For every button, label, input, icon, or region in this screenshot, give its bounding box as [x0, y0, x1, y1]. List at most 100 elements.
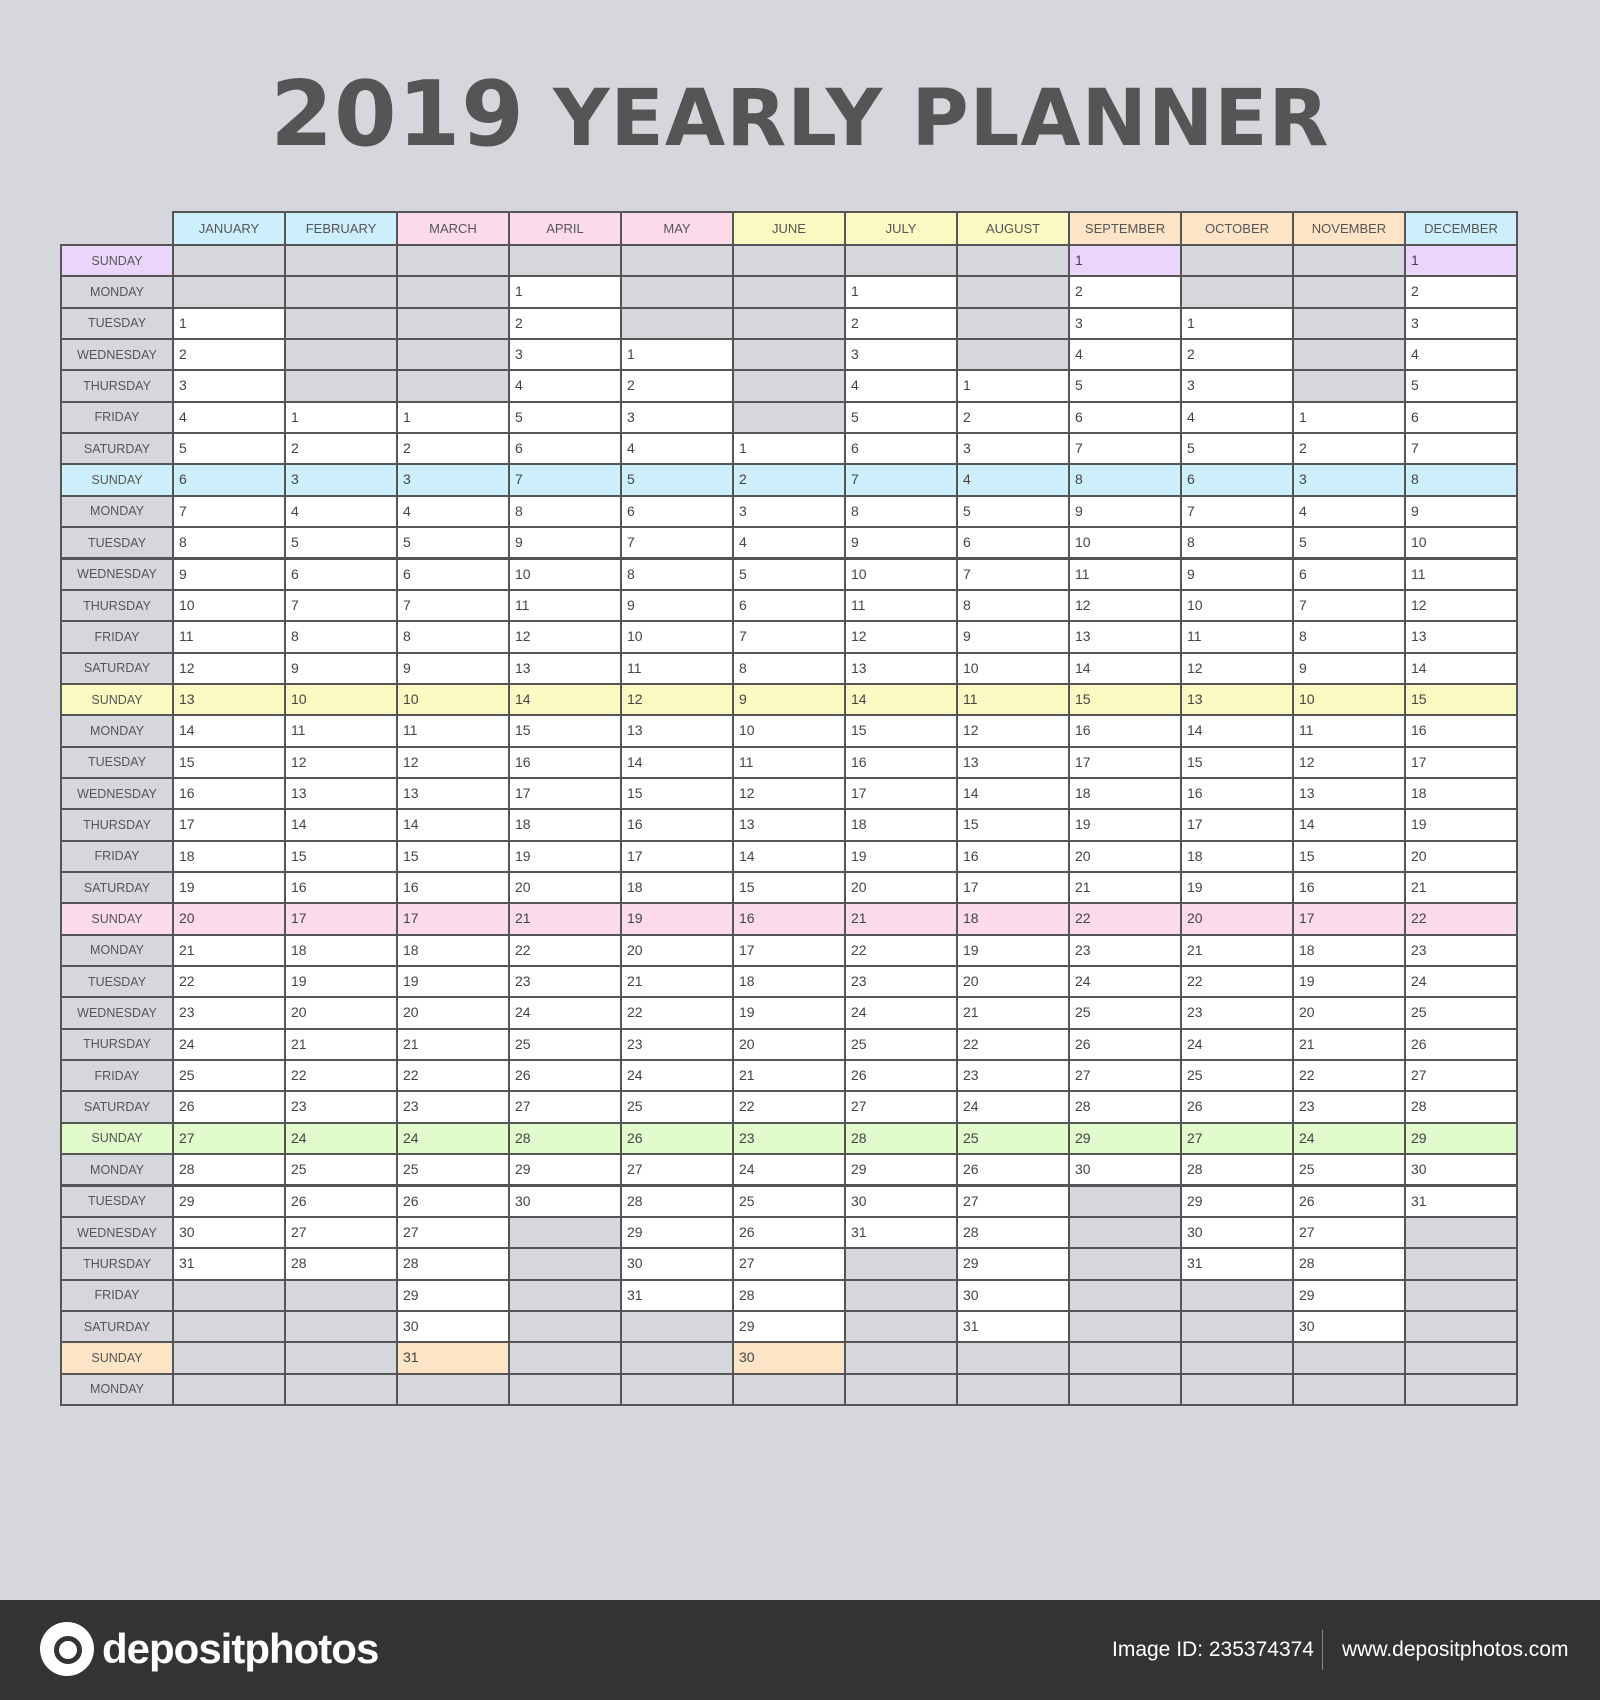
day-cell[interactable]: 29: [508, 1153, 622, 1187]
day-cell[interactable]: 31: [172, 1247, 286, 1281]
day-cell[interactable]: 8: [1292, 620, 1406, 654]
day-cell[interactable]: 6: [396, 557, 510, 591]
day-cell[interactable]: 4: [956, 463, 1070, 497]
day-cell[interactable]: 16: [1292, 871, 1406, 905]
day-cell[interactable]: 20: [284, 996, 398, 1030]
day-cell[interactable]: 6: [844, 432, 958, 466]
day-cell[interactable]: 19: [508, 839, 622, 873]
day-cell[interactable]: 8: [396, 620, 510, 654]
day-cell[interactable]: 24: [844, 996, 958, 1030]
day-cell[interactable]: 15: [1404, 682, 1518, 717]
day-cell[interactable]: 10: [1180, 588, 1294, 623]
day-cell[interactable]: 22: [396, 1059, 510, 1093]
day-cell[interactable]: 7: [508, 463, 622, 497]
day-cell[interactable]: 3: [284, 463, 398, 497]
day-cell[interactable]: 8: [844, 494, 958, 529]
day-cell[interactable]: 5: [1068, 369, 1182, 403]
day-cell[interactable]: 11: [172, 620, 286, 654]
day-cell[interactable]: 15: [620, 776, 734, 811]
day-cell[interactable]: 6: [508, 432, 622, 466]
day-cell[interactable]: 24: [396, 1121, 510, 1156]
day-cell[interactable]: 20: [620, 933, 734, 968]
day-cell[interactable]: 20: [396, 996, 510, 1030]
day-cell[interactable]: 6: [732, 588, 846, 623]
day-cell[interactable]: 22: [844, 933, 958, 968]
day-cell[interactable]: 14: [620, 745, 734, 779]
day-cell[interactable]: 1: [508, 275, 622, 309]
day-cell[interactable]: 25: [396, 1153, 510, 1187]
day-cell[interactable]: 20: [844, 871, 958, 905]
day-cell[interactable]: 8: [508, 494, 622, 529]
day-cell[interactable]: 19: [732, 996, 846, 1030]
day-cell[interactable]: 14: [956, 776, 1070, 811]
day-cell[interactable]: 18: [284, 933, 398, 968]
day-cell[interactable]: 8: [1180, 526, 1294, 560]
day-cell[interactable]: 4: [172, 400, 286, 435]
day-cell[interactable]: 9: [172, 557, 286, 591]
day-cell[interactable]: 13: [844, 651, 958, 685]
day-cell[interactable]: 30: [396, 1309, 510, 1344]
day-cell[interactable]: 7: [396, 588, 510, 623]
day-cell[interactable]: 6: [284, 557, 398, 591]
day-cell[interactable]: 28: [732, 1278, 846, 1312]
day-cell[interactable]: 12: [956, 714, 1070, 748]
day-cell[interactable]: 29: [620, 1215, 734, 1250]
day-cell[interactable]: 15: [1180, 745, 1294, 779]
day-cell[interactable]: 17: [172, 808, 286, 842]
day-cell[interactable]: 17: [284, 902, 398, 936]
day-cell[interactable]: 18: [1068, 776, 1182, 811]
day-cell[interactable]: 9: [284, 651, 398, 685]
day-cell[interactable]: 7: [956, 557, 1070, 591]
day-cell[interactable]: 21: [844, 902, 958, 936]
day-cell[interactable]: 5: [620, 463, 734, 497]
day-cell[interactable]: 27: [396, 1215, 510, 1250]
day-cell[interactable]: 29: [1292, 1278, 1406, 1312]
day-cell[interactable]: 13: [508, 651, 622, 685]
day-cell[interactable]: 24: [1292, 1121, 1406, 1156]
day-cell[interactable]: 2: [508, 306, 622, 341]
day-cell[interactable]: 23: [1180, 996, 1294, 1030]
day-cell[interactable]: 1: [1180, 306, 1294, 341]
day-cell[interactable]: 20: [1404, 839, 1518, 873]
day-cell[interactable]: 17: [1404, 745, 1518, 779]
day-cell[interactable]: 13: [956, 745, 1070, 779]
day-cell[interactable]: 28: [620, 1184, 734, 1218]
day-cell[interactable]: 10: [1068, 526, 1182, 560]
day-cell[interactable]: 12: [1068, 588, 1182, 623]
day-cell[interactable]: 16: [1068, 714, 1182, 748]
day-cell[interactable]: 22: [732, 1090, 846, 1124]
day-cell[interactable]: 4: [396, 494, 510, 529]
day-cell[interactable]: 17: [508, 776, 622, 811]
day-cell[interactable]: 20: [508, 871, 622, 905]
day-cell[interactable]: 20: [1292, 996, 1406, 1030]
day-cell[interactable]: 3: [956, 432, 1070, 466]
day-cell[interactable]: 15: [956, 808, 1070, 842]
day-cell[interactable]: 27: [732, 1247, 846, 1281]
day-cell[interactable]: 28: [1068, 1090, 1182, 1124]
day-cell[interactable]: 31: [956, 1309, 1070, 1344]
day-cell[interactable]: 10: [844, 557, 958, 591]
day-cell[interactable]: 28: [172, 1153, 286, 1187]
day-cell[interactable]: 14: [1180, 714, 1294, 748]
day-cell[interactable]: 9: [620, 588, 734, 623]
day-cell[interactable]: 23: [620, 1027, 734, 1062]
day-cell[interactable]: 16: [1404, 714, 1518, 748]
day-cell[interactable]: 12: [284, 745, 398, 779]
day-cell[interactable]: 21: [1068, 871, 1182, 905]
day-cell[interactable]: 11: [1292, 714, 1406, 748]
day-cell[interactable]: 9: [1404, 494, 1518, 529]
day-cell[interactable]: 8: [172, 526, 286, 560]
day-cell[interactable]: 5: [396, 526, 510, 560]
day-cell[interactable]: 18: [172, 839, 286, 873]
day-cell[interactable]: 6: [956, 526, 1070, 560]
day-cell[interactable]: 17: [844, 776, 958, 811]
day-cell[interactable]: 11: [1404, 557, 1518, 591]
day-cell[interactable]: 6: [1404, 400, 1518, 435]
day-cell[interactable]: 11: [396, 714, 510, 748]
day-cell[interactable]: 23: [732, 1121, 846, 1156]
day-cell[interactable]: 11: [844, 588, 958, 623]
day-cell[interactable]: 31: [620, 1278, 734, 1312]
day-cell[interactable]: 10: [732, 714, 846, 748]
day-cell[interactable]: 17: [956, 871, 1070, 905]
day-cell[interactable]: 18: [1292, 933, 1406, 968]
